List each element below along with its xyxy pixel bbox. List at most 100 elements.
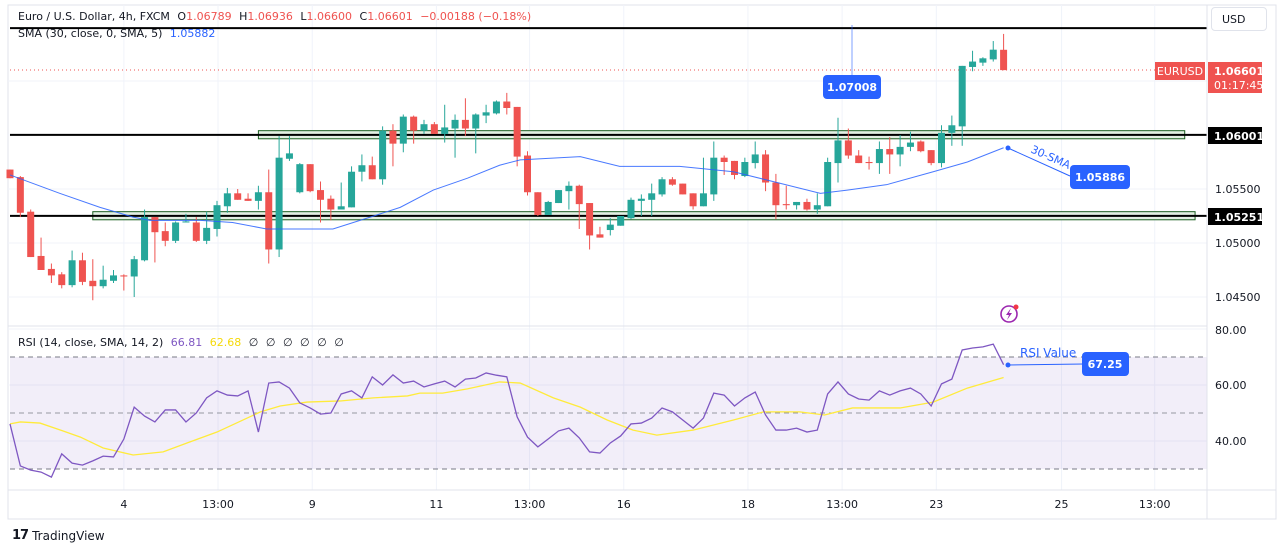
candle[interactable] [430, 122, 438, 134]
candle[interactable] [658, 177, 666, 197]
candle[interactable] [896, 135, 904, 167]
candle[interactable] [410, 115, 418, 144]
candle[interactable] [637, 194, 645, 216]
candle[interactable] [441, 104, 449, 143]
candle[interactable] [844, 128, 852, 159]
rsi-signal-line[interactable] [9, 376, 1004, 456]
candle[interactable] [565, 181, 573, 210]
candle[interactable] [420, 119, 428, 134]
sma-line[interactable] [9, 147, 1004, 230]
rsi-axis[interactable]: 80.00 60.00 40.00 [1215, 324, 1247, 448]
candle[interactable] [27, 209, 35, 258]
candle[interactable] [120, 274, 128, 291]
candle[interactable] [68, 250, 76, 288]
candle[interactable] [368, 156, 376, 180]
rsi-note-line[interactable] [1007, 363, 1085, 366]
candle[interactable] [834, 117, 842, 183]
candle[interactable] [627, 197, 635, 220]
candle[interactable] [751, 141, 759, 169]
candle[interactable] [203, 211, 211, 245]
time-axis[interactable]: 4 13:00 9 11 13:00 16 18 13:00 23 25 13:00 [120, 498, 1170, 511]
sma-note-box[interactable] [1070, 165, 1130, 189]
candle[interactable] [78, 252, 86, 286]
candle[interactable] [472, 113, 480, 154]
candle[interactable] [182, 213, 190, 223]
candle[interactable] [886, 137, 894, 174]
candle[interactable] [710, 141, 718, 201]
candle[interactable] [969, 50, 977, 72]
candle[interactable] [254, 185, 262, 210]
candle[interactable] [865, 156, 873, 170]
candle[interactable] [6, 169, 14, 179]
candle[interactable] [720, 155, 728, 175]
candle[interactable] [151, 217, 159, 263]
candle[interactable] [699, 157, 707, 207]
candle[interactable] [358, 154, 366, 182]
candle[interactable] [575, 184, 583, 229]
candle[interactable] [948, 115, 956, 146]
candle[interactable] [989, 41, 997, 62]
candle[interactable] [803, 198, 811, 211]
candle[interactable] [37, 237, 45, 270]
candle[interactable] [141, 209, 149, 262]
candle[interactable] [213, 200, 221, 237]
candle[interactable] [389, 124, 397, 167]
candle[interactable] [47, 263, 55, 283]
candle[interactable] [689, 193, 697, 210]
price-axis[interactable]: 1.05500 1.05000 1.04500 [1215, 183, 1261, 304]
candle[interactable] [306, 164, 314, 193]
candle[interactable] [679, 183, 687, 195]
candle[interactable] [586, 203, 594, 250]
candle[interactable] [234, 189, 242, 200]
high-note-box[interactable] [823, 75, 881, 99]
candle[interactable] [741, 157, 749, 178]
candle[interactable] [875, 141, 883, 174]
candle[interactable] [938, 125, 945, 168]
rsi-note-anchor[interactable] [1005, 362, 1011, 368]
currency-button[interactable]: USD [1211, 7, 1267, 31]
candle[interactable] [958, 65, 966, 146]
candle[interactable] [534, 192, 542, 216]
candle[interactable] [731, 160, 738, 180]
candle[interactable] [855, 150, 863, 164]
candle[interactable] [275, 136, 283, 258]
candle[interactable] [668, 177, 676, 186]
candle[interactable] [793, 201, 801, 210]
candle[interactable] [544, 200, 552, 215]
candle[interactable] [596, 226, 604, 238]
candle[interactable] [461, 98, 469, 137]
candle[interactable] [606, 218, 614, 236]
candle[interactable] [917, 140, 925, 153]
candle[interactable] [265, 169, 273, 264]
candle[interactable] [58, 272, 66, 289]
candle[interactable] [813, 193, 821, 214]
candle[interactable] [399, 114, 407, 153]
tradingview-logo[interactable]: 17 TradingView [12, 528, 105, 543]
candle[interactable] [648, 183, 656, 216]
candle[interactable] [555, 190, 563, 204]
candle[interactable] [782, 185, 790, 210]
candle[interactable] [451, 114, 459, 158]
candle[interactable] [244, 193, 252, 201]
candle[interactable] [482, 104, 490, 124]
candle[interactable] [617, 216, 625, 226]
candle[interactable] [285, 136, 293, 161]
candle[interactable] [296, 163, 304, 194]
candle[interactable] [161, 222, 169, 247]
rsi-legend[interactable]: RSI (14, close, SMA, 14, 2) 66.81 62.68 … [18, 336, 348, 349]
candle[interactable] [762, 150, 770, 192]
candle[interactable] [906, 131, 914, 152]
candle[interactable] [337, 182, 345, 210]
candle[interactable] [824, 157, 832, 207]
symbol-legend[interactable]: Euro / U.S. Dollar, 4h, FXCM O1.06789 H1… [18, 10, 535, 23]
lightning-icon[interactable] [1000, 304, 1019, 323]
sma-note-line[interactable] [1007, 147, 1071, 177]
candle[interactable] [317, 181, 324, 223]
candle[interactable] [130, 255, 138, 297]
candle[interactable] [172, 221, 180, 243]
candle[interactable] [503, 92, 511, 115]
candle[interactable] [99, 265, 107, 289]
sma-note-anchor[interactable] [1005, 145, 1011, 151]
candle[interactable] [223, 187, 231, 213]
candle[interactable] [513, 106, 521, 167]
